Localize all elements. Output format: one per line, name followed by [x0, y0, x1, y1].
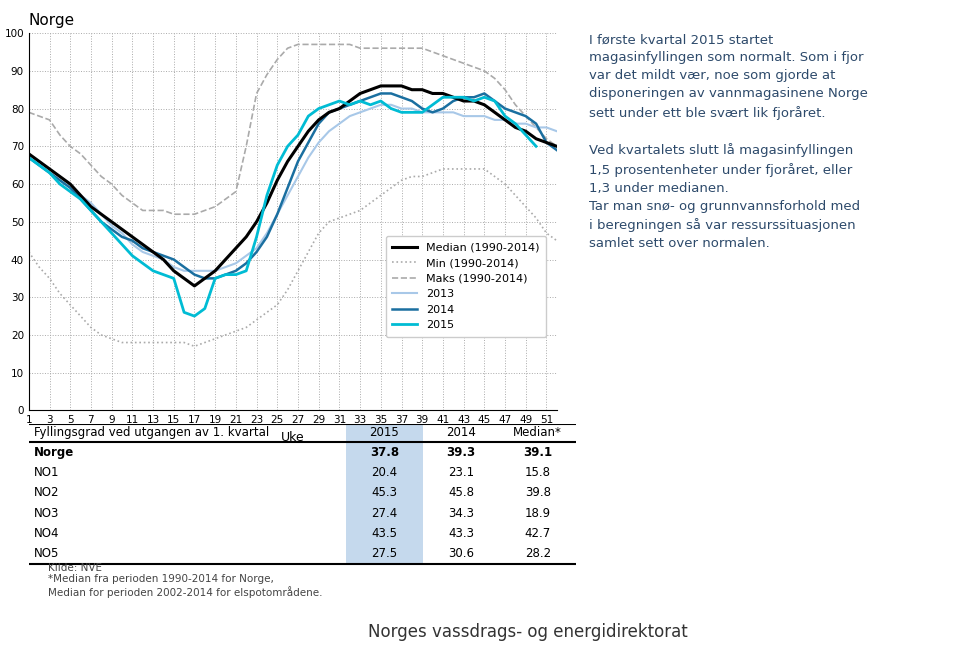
Text: 27.5: 27.5	[372, 547, 397, 560]
Text: 28.2: 28.2	[524, 547, 551, 560]
Text: I første kvartal 2015 startet
magasinfyllingen som normalt. Som i fjor
var det m: I første kvartal 2015 startet magasinfyl…	[589, 33, 868, 250]
Legend: Median (1990-2014), Min (1990-2014), Maks (1990-2014), 2013, 2014, 2015: Median (1990-2014), Min (1990-2014), Mak…	[386, 236, 546, 337]
Text: 39.8: 39.8	[525, 486, 551, 499]
Text: 45.3: 45.3	[372, 486, 397, 499]
Text: 39.1: 39.1	[523, 446, 552, 459]
Text: 🏛: 🏛	[33, 623, 44, 641]
Text: Norge: Norge	[29, 13, 75, 28]
Text: 15.8: 15.8	[525, 466, 551, 479]
Text: 34.3: 34.3	[448, 506, 474, 520]
Text: 23.1: 23.1	[448, 466, 474, 479]
Text: 20.4: 20.4	[372, 466, 397, 479]
Text: 39.3: 39.3	[446, 446, 475, 459]
Text: 18.9: 18.9	[524, 506, 551, 520]
Text: NO5: NO5	[35, 547, 60, 560]
Text: 2015: 2015	[370, 426, 399, 440]
FancyBboxPatch shape	[347, 424, 422, 564]
Text: 27.4: 27.4	[372, 506, 397, 520]
Text: Median*: Median*	[514, 426, 563, 440]
Text: Norge: Norge	[35, 446, 75, 459]
X-axis label: Uke: Uke	[281, 431, 304, 444]
Text: 45.8: 45.8	[448, 486, 474, 499]
Text: 30.6: 30.6	[448, 547, 474, 560]
Text: 37.8: 37.8	[370, 446, 399, 459]
Text: Kilde: NVE
*Median fra perioden 1990-2014 for Norge,
Median for perioden 2002-20: Kilde: NVE *Median fra perioden 1990-201…	[48, 563, 323, 598]
Text: NO3: NO3	[35, 506, 60, 520]
Text: NO2: NO2	[35, 486, 60, 499]
Text: 43.3: 43.3	[448, 527, 474, 540]
Text: 42.7: 42.7	[524, 527, 551, 540]
Text: NO1: NO1	[35, 466, 60, 479]
Text: Fyllingsgrad ved utgangen av 1. kvartal: Fyllingsgrad ved utgangen av 1. kvartal	[35, 426, 270, 440]
Text: 43.5: 43.5	[372, 527, 397, 540]
Text: Norges vassdrags- og energidirektorat: Norges vassdrags- og energidirektorat	[368, 623, 688, 641]
Text: NO4: NO4	[35, 527, 60, 540]
Text: 2014: 2014	[446, 426, 476, 440]
